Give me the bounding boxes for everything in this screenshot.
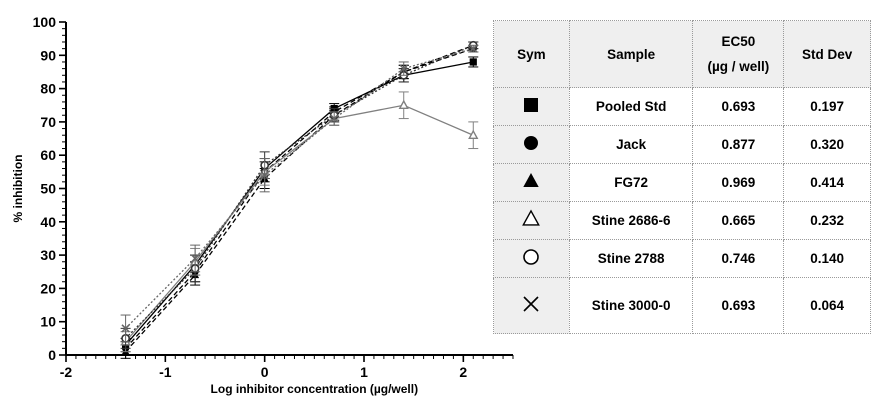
y-tick-label: 0	[48, 347, 56, 363]
y-tick-label: 50	[40, 181, 56, 197]
legend-sample-name: Stine 2788	[568, 239, 694, 278]
x-tick-label: 1	[360, 364, 368, 380]
series-stine-3000-0	[120, 44, 479, 343]
series-line	[125, 61, 474, 346]
x-tick-label: -2	[60, 364, 73, 380]
legend-header-row: Sym Sample EC50 (µg / well) Std Dev	[493, 20, 871, 88]
header-ec50-label: EC50	[721, 34, 756, 49]
header-sym: Sym	[493, 20, 570, 88]
legend-symbol-cell	[493, 277, 570, 334]
legend-row: Jack 0.877 0.320	[493, 125, 871, 164]
y-tick-label: 40	[40, 214, 56, 230]
x-tick-label: 0	[261, 364, 269, 380]
x-tick-label: -1	[159, 364, 172, 380]
legend-sample-name: Stine 2686-6	[568, 201, 694, 240]
legend-marker-icon	[522, 209, 541, 226]
legend-marker	[523, 296, 539, 312]
legend-marker-icon	[523, 249, 540, 265]
y-axis-title: % inhibition	[11, 155, 25, 223]
y-tick-label: 90	[40, 47, 56, 63]
legend-ec50-value: 0.969	[692, 163, 785, 202]
data-point	[468, 129, 479, 139]
legend-symbol-cell	[493, 163, 570, 202]
legend-marker	[524, 136, 539, 150]
legend-marker-icon	[524, 136, 539, 150]
legend-std-dev-value: 0.414	[783, 163, 871, 202]
series-line	[125, 48, 474, 349]
data-point	[469, 44, 478, 53]
data-point	[469, 58, 477, 66]
series-pooled-std	[120, 56, 479, 353]
x-tick-label: 2	[459, 364, 467, 380]
legend-table: Sym Sample EC50 (µg / well) Std Dev Pool…	[493, 20, 871, 334]
legend-sample-name: Pooled Std	[568, 87, 694, 126]
series-line	[125, 104, 474, 343]
header-sample: Sample	[568, 20, 694, 88]
legend-marker-icon	[523, 296, 539, 312]
y-tick-label: 20	[40, 280, 56, 296]
legend-std-dev-value: 0.197	[783, 87, 871, 126]
series-stine-2686-6	[120, 91, 479, 353]
series-line	[125, 44, 474, 339]
legend-ec50-value: 0.693	[692, 277, 785, 334]
legend-marker-icon	[524, 98, 539, 112]
legend-std-dev-value: 0.232	[783, 201, 871, 240]
data-point	[399, 64, 408, 73]
legend-sample-name: Jack	[568, 125, 694, 164]
legend-std-dev-value: 0.064	[783, 277, 871, 334]
data-point	[190, 254, 200, 263]
y-tick-label: 30	[40, 247, 56, 263]
series-fg72	[120, 41, 479, 359]
legend-symbol-cell	[493, 125, 570, 164]
legend-row: Stine 2788 0.746 0.140	[493, 239, 871, 278]
legend-ec50-value: 0.877	[692, 125, 785, 164]
legend-std-dev-value: 0.140	[783, 239, 871, 278]
legend-marker	[523, 172, 540, 187]
legend-sample-name: Stine 3000-0	[568, 277, 694, 334]
legend-row: Stine 3000-0 0.693 0.064	[493, 277, 871, 334]
y-tick-label: 70	[40, 114, 56, 130]
legend-row: Stine 2686-6 0.665 0.232	[493, 201, 871, 240]
header-std-dev: Std Dev	[783, 20, 871, 88]
legend-row: FG72 0.969 0.414	[493, 163, 871, 202]
x-axis-title: Log inhibitor concentration (µg/well)	[211, 382, 419, 396]
legend-ec50-value: 0.665	[692, 201, 785, 240]
legend-marker	[524, 98, 539, 112]
series-line	[125, 44, 474, 353]
legend-row: Pooled Std 0.693 0.197	[493, 87, 871, 126]
data-point	[330, 114, 339, 123]
data-point	[121, 324, 130, 333]
legend-marker	[523, 249, 540, 265]
legend-symbol-cell	[493, 201, 570, 240]
series-stine-2788	[120, 40, 479, 349]
y-tick-label: 100	[33, 14, 57, 30]
legend-ec50-value: 0.746	[692, 239, 785, 278]
legend-marker-icon	[523, 172, 540, 187]
legend-symbol-cell	[493, 87, 570, 126]
data-point	[260, 171, 269, 180]
legend-std-dev-value: 0.320	[783, 125, 871, 164]
legend-ec50-value: 0.693	[692, 87, 785, 126]
header-ec50: EC50 (µg / well)	[692, 20, 785, 88]
legend-marker	[522, 209, 541, 226]
y-tick-label: 60	[40, 147, 56, 163]
legend-symbol-cell	[493, 239, 570, 278]
series-jack	[120, 44, 479, 356]
legend-sample-name: FG72	[568, 163, 694, 202]
y-tick-label: 80	[40, 81, 56, 97]
y-tick-label: 10	[40, 314, 56, 330]
header-ec50-unit: (µg / well)	[707, 59, 770, 74]
data-point	[398, 99, 409, 110]
